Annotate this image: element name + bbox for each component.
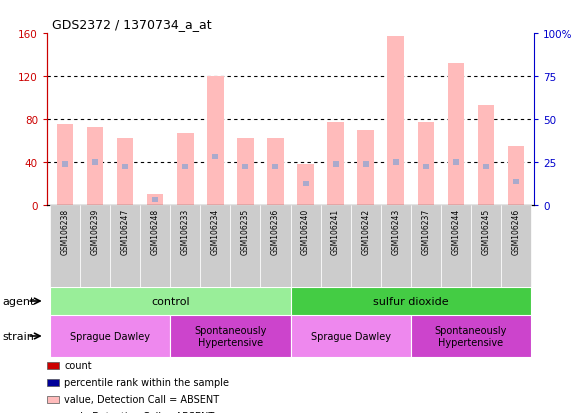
Text: GSM106233: GSM106233 [181,208,190,254]
Bar [177,134,193,206]
Bar [47,396,59,404]
Bar [332,162,339,167]
Text: GSM106238: GSM106238 [60,208,70,254]
Bar [447,64,464,206]
Bar [290,206,321,287]
Bar [393,160,399,165]
Bar [453,160,459,165]
Text: GSM106247: GSM106247 [121,208,130,254]
Text: GSM106245: GSM106245 [482,208,490,254]
Text: Spontaneously
Hypertensive: Spontaneously Hypertensive [194,325,267,347]
Bar [381,206,411,287]
Bar [62,162,68,167]
Text: GSM106242: GSM106242 [361,208,370,254]
Text: GSM106248: GSM106248 [150,208,160,254]
Text: GSM106241: GSM106241 [331,208,340,254]
Bar [260,206,290,287]
Bar [483,164,489,170]
Text: sulfur dioxide: sulfur dioxide [373,296,449,306]
Bar [92,160,98,165]
Bar [47,362,59,370]
Bar [388,37,404,206]
Text: strain: strain [2,331,34,341]
Text: count: count [64,361,92,370]
Text: control: control [151,296,189,306]
Bar [50,315,170,357]
Text: percentile rank within the sample: percentile rank within the sample [64,377,229,387]
Bar [80,206,110,287]
Bar [147,195,163,206]
Text: GSM106239: GSM106239 [91,208,99,254]
Bar [47,379,59,387]
Bar [110,206,140,287]
Bar [411,206,441,287]
Text: Sprague Dawley: Sprague Dawley [311,331,390,341]
Text: value, Detection Call = ABSENT: value, Detection Call = ABSENT [64,394,219,404]
Bar [87,127,103,206]
Bar [212,154,218,160]
Bar [182,164,188,170]
Text: Spontaneously
Hypertensive: Spontaneously Hypertensive [435,325,507,347]
Bar [272,164,278,170]
Bar [290,287,531,315]
Bar [50,287,290,315]
Text: GSM106243: GSM106243 [391,208,400,254]
Text: GDS2372 / 1370734_a_at: GDS2372 / 1370734_a_at [52,18,211,31]
Bar [303,181,309,187]
Bar [418,123,434,206]
Bar [297,165,314,206]
Bar [290,315,411,357]
Text: GSM106237: GSM106237 [421,208,431,254]
Text: agent: agent [2,296,35,306]
Text: Sprague Dawley: Sprague Dawley [70,331,150,341]
Bar [471,206,501,287]
Bar [423,164,429,170]
Bar [357,131,374,206]
Bar [501,206,531,287]
Bar [57,125,73,206]
Text: GSM106244: GSM106244 [451,208,460,254]
Bar [411,315,531,357]
Bar [140,206,170,287]
Bar [152,197,158,203]
Text: GSM106234: GSM106234 [211,208,220,254]
Bar [242,164,249,170]
Text: rank, Detection Call = ABSENT: rank, Detection Call = ABSENT [64,411,214,413]
Bar [350,206,381,287]
Bar [170,206,200,287]
Bar [117,139,134,206]
Bar [237,139,254,206]
Bar [50,206,80,287]
Bar [478,106,494,206]
Text: GSM106235: GSM106235 [241,208,250,254]
Text: GSM106236: GSM106236 [271,208,280,254]
Bar [207,77,224,206]
Bar [170,315,290,357]
Bar [327,123,344,206]
Bar [363,162,369,167]
Bar [231,206,260,287]
Text: GSM106246: GSM106246 [511,208,521,254]
Bar [200,206,231,287]
Bar [267,139,284,206]
Bar [321,206,350,287]
Text: GSM106240: GSM106240 [301,208,310,254]
Bar [441,206,471,287]
Bar [122,164,128,170]
Bar [508,147,524,206]
Bar [513,179,519,185]
